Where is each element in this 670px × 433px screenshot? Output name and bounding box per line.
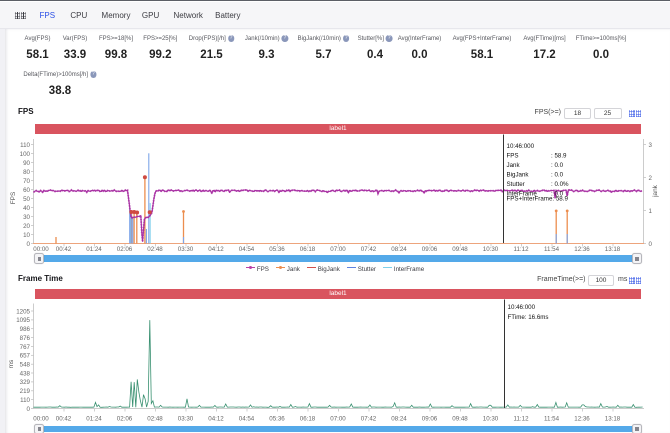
svg-text:70: 70 bbox=[23, 178, 30, 185]
svg-text:BigJank: BigJank bbox=[507, 172, 530, 179]
svg-text:10: 10 bbox=[23, 232, 30, 239]
svg-text:: 0.0%: : 0.0% bbox=[551, 181, 569, 188]
svg-text:11:12: 11:12 bbox=[513, 416, 529, 423]
svg-text:10:30: 10:30 bbox=[483, 246, 499, 253]
svg-text:1095: 1095 bbox=[16, 317, 30, 324]
svg-text:30: 30 bbox=[23, 214, 30, 221]
svg-text:07:42: 07:42 bbox=[361, 416, 377, 423]
svg-text:10:46:000: 10:46:000 bbox=[508, 304, 536, 311]
svg-text:20: 20 bbox=[23, 223, 30, 230]
svg-text:00:00: 00:00 bbox=[33, 416, 49, 423]
svg-text:FPS+InterFrame: 58.9: FPS+InterFrame: 58.9 bbox=[507, 196, 569, 203]
svg-text:10:30: 10:30 bbox=[483, 416, 499, 423]
svg-text:02:06: 02:06 bbox=[117, 416, 133, 423]
svg-text:60: 60 bbox=[23, 187, 30, 194]
svg-text:876: 876 bbox=[20, 335, 31, 342]
svg-text:13:18: 13:18 bbox=[605, 246, 621, 253]
svg-text:04:54: 04:54 bbox=[239, 416, 255, 423]
svg-text:986: 986 bbox=[20, 326, 31, 333]
svg-text:767: 767 bbox=[20, 344, 31, 351]
svg-text:08:24: 08:24 bbox=[391, 246, 407, 253]
svg-text:06:18: 06:18 bbox=[300, 246, 316, 253]
svg-text:InterFrame: InterFrame bbox=[507, 191, 538, 198]
svg-text:: 0.0: : 0.0 bbox=[551, 191, 564, 198]
svg-text:07:42: 07:42 bbox=[361, 246, 377, 253]
svg-text:548: 548 bbox=[20, 362, 31, 369]
svg-text:Jank: Jank bbox=[507, 162, 521, 169]
svg-text:01:24: 01:24 bbox=[86, 246, 102, 253]
svg-text:: 58.9: : 58.9 bbox=[551, 153, 567, 160]
svg-text:04:12: 04:12 bbox=[208, 246, 224, 253]
svg-text:02:06: 02:06 bbox=[117, 246, 133, 253]
svg-text:02:48: 02:48 bbox=[147, 246, 163, 253]
svg-text:01:24: 01:24 bbox=[86, 416, 102, 423]
svg-text:: 0.0: : 0.0 bbox=[551, 162, 564, 169]
svg-text:110: 110 bbox=[20, 142, 30, 149]
svg-text:00:42: 00:42 bbox=[56, 416, 72, 423]
svg-text:90: 90 bbox=[23, 160, 30, 167]
svg-text:11:54: 11:54 bbox=[544, 246, 560, 253]
svg-text:08:24: 08:24 bbox=[391, 416, 407, 423]
svg-text:FPS: FPS bbox=[507, 153, 519, 160]
svg-text:11:54: 11:54 bbox=[544, 416, 560, 423]
svg-text:07:00: 07:00 bbox=[330, 246, 346, 253]
svg-text:329: 329 bbox=[20, 379, 31, 386]
svg-text:11:12: 11:12 bbox=[513, 246, 529, 253]
svg-text:100: 100 bbox=[20, 151, 31, 158]
svg-text:1205: 1205 bbox=[16, 308, 30, 315]
svg-text:02:48: 02:48 bbox=[147, 416, 163, 423]
svg-text:12:36: 12:36 bbox=[574, 246, 590, 253]
svg-text:03:30: 03:30 bbox=[178, 246, 194, 253]
svg-text:04:12: 04:12 bbox=[208, 416, 224, 423]
svg-text:jank: jank bbox=[652, 184, 659, 198]
svg-text:07:00: 07:00 bbox=[330, 416, 346, 423]
svg-text:09:06: 09:06 bbox=[422, 246, 438, 253]
svg-text:110: 110 bbox=[20, 397, 30, 404]
svg-text:2: 2 bbox=[649, 175, 653, 182]
svg-text:438: 438 bbox=[20, 370, 31, 377]
svg-text:219: 219 bbox=[20, 388, 31, 395]
svg-text:50: 50 bbox=[23, 196, 30, 203]
svg-text:ms: ms bbox=[8, 360, 15, 369]
svg-text:00:00: 00:00 bbox=[33, 246, 49, 253]
svg-text:0: 0 bbox=[27, 241, 31, 248]
svg-text:05:36: 05:36 bbox=[269, 246, 285, 253]
svg-text:05:36: 05:36 bbox=[269, 416, 285, 423]
svg-text:09:06: 09:06 bbox=[422, 416, 438, 423]
svg-text:80: 80 bbox=[23, 169, 30, 176]
svg-text:09:48: 09:48 bbox=[452, 246, 468, 253]
svg-text:00:42: 00:42 bbox=[56, 246, 72, 253]
svg-text:0: 0 bbox=[27, 406, 31, 413]
svg-text:04:54: 04:54 bbox=[239, 246, 255, 253]
svg-text:1: 1 bbox=[649, 208, 653, 215]
svg-text:13:18: 13:18 bbox=[605, 416, 621, 423]
svg-text:FTime: 16.6ms: FTime: 16.6ms bbox=[508, 314, 549, 321]
svg-text:3: 3 bbox=[649, 142, 653, 149]
svg-text:03:30: 03:30 bbox=[178, 416, 194, 423]
svg-text:657: 657 bbox=[20, 353, 31, 360]
svg-text:10:46:000: 10:46:000 bbox=[507, 143, 535, 150]
svg-text:09:48: 09:48 bbox=[452, 416, 468, 423]
svg-text:FPS: FPS bbox=[10, 192, 17, 204]
svg-text:Stutter: Stutter bbox=[507, 181, 525, 188]
svg-text:12:36: 12:36 bbox=[574, 416, 590, 423]
svg-text:06:18: 06:18 bbox=[300, 416, 316, 423]
svg-text:40: 40 bbox=[23, 205, 30, 212]
svg-text:0: 0 bbox=[649, 241, 653, 248]
svg-text:: 0.0: : 0.0 bbox=[551, 172, 564, 179]
